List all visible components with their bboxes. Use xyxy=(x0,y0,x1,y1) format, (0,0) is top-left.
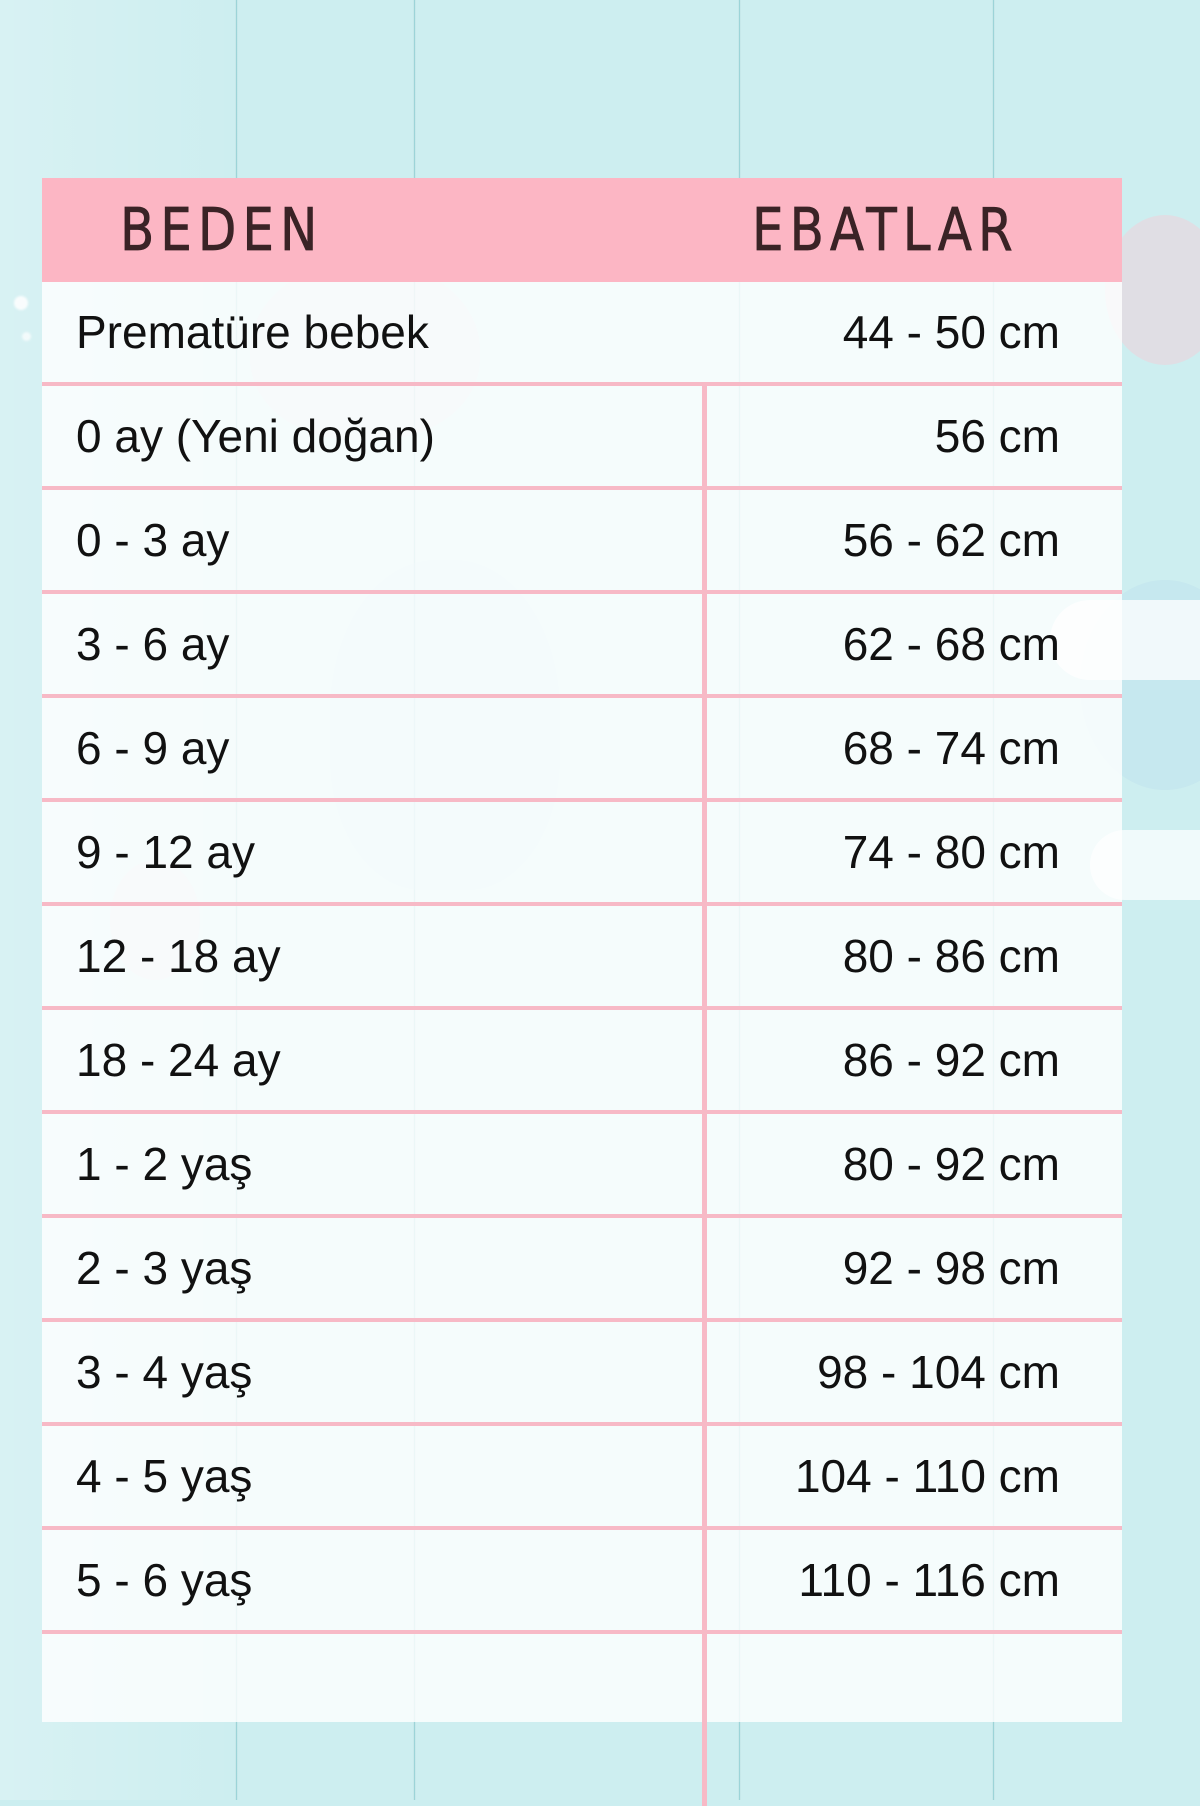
cell-size: 5 - 6 yaş xyxy=(76,1554,253,1606)
table-row: 5 - 6 yaş 110 - 116 cm xyxy=(42,1530,1122,1634)
table-row-empty xyxy=(42,1634,1122,1722)
table-row: 18 - 24 ay 86 - 92 cm xyxy=(42,1010,1122,1114)
cell-size: 1 - 2 yaş xyxy=(76,1138,253,1190)
cell-size: 3 - 4 yaş xyxy=(76,1346,253,1398)
cell-size: 2 - 3 yaş xyxy=(76,1242,253,1294)
cell-dimension: 44 - 50 cm xyxy=(842,306,1060,358)
decor-dot-1 xyxy=(14,296,28,310)
size-chart-table: BEDEN EBATLAR Prematüre bebek 44 - 50 cm… xyxy=(42,178,1122,1806)
table-body: Prematüre bebek 44 - 50 cm 0 ay (Yeni do… xyxy=(42,282,1122,1806)
cell-dimension: 110 - 116 cm xyxy=(798,1554,1060,1606)
cell-size: 6 - 9 ay xyxy=(76,722,230,774)
cell-dimension: 74 - 80 cm xyxy=(842,826,1060,878)
table-row: 1 - 2 yaş 80 - 92 cm xyxy=(42,1114,1122,1218)
cell-size: Prematüre bebek xyxy=(76,306,429,358)
column-divider xyxy=(702,386,707,1806)
table-row: 9 - 12 ay 74 - 80 cm xyxy=(42,802,1122,906)
cell-dimension: 68 - 74 cm xyxy=(842,722,1060,774)
cell-size: 0 ay (Yeni doğan) xyxy=(76,410,435,462)
cell-dimension: 56 cm xyxy=(934,410,1060,462)
table-row: 2 - 3 yaş 92 - 98 cm xyxy=(42,1218,1122,1322)
cell-dimension: 104 - 110 cm xyxy=(794,1450,1060,1502)
table-header-row: BEDEN EBATLAR xyxy=(42,178,1122,282)
table-row: 6 - 9 ay 68 - 74 cm xyxy=(42,698,1122,802)
cell-dimension: 80 - 92 cm xyxy=(842,1138,1060,1190)
cell-dimension: 80 - 86 cm xyxy=(842,930,1060,982)
column-header-size: BEDEN xyxy=(120,195,324,265)
cell-size: 18 - 24 ay xyxy=(76,1034,281,1086)
cell-dimension: 92 - 98 cm xyxy=(842,1242,1060,1294)
cell-size: 4 - 5 yaş xyxy=(76,1450,253,1502)
table-row: 4 - 5 yaş 104 - 110 cm xyxy=(42,1426,1122,1530)
decor-dot-2 xyxy=(22,332,31,341)
cell-dimension: 98 - 104 cm xyxy=(817,1346,1060,1398)
cell-size: 9 - 12 ay xyxy=(76,826,255,878)
cell-dimension: 56 - 62 cm xyxy=(842,514,1060,566)
cell-size: 0 - 3 ay xyxy=(76,514,230,566)
table-row: 12 - 18 ay 80 - 86 cm xyxy=(42,906,1122,1010)
table-row: Prematüre bebek 44 - 50 cm xyxy=(42,282,1122,386)
cell-size: 12 - 18 ay xyxy=(76,930,281,982)
table-row: 0 ay (Yeni doğan) 56 cm xyxy=(42,386,1122,490)
cell-dimension: 62 - 68 cm xyxy=(842,618,1060,670)
cell-size: 3 - 6 ay xyxy=(76,618,230,670)
cell-dimension: 86 - 92 cm xyxy=(842,1034,1060,1086)
column-header-dimension: EBATLAR xyxy=(752,195,1019,265)
table-row: 0 - 3 ay 56 - 62 cm xyxy=(42,490,1122,594)
table-row: 3 - 6 ay 62 - 68 cm xyxy=(42,594,1122,698)
table-row: 3 - 4 yaş 98 - 104 cm xyxy=(42,1322,1122,1426)
